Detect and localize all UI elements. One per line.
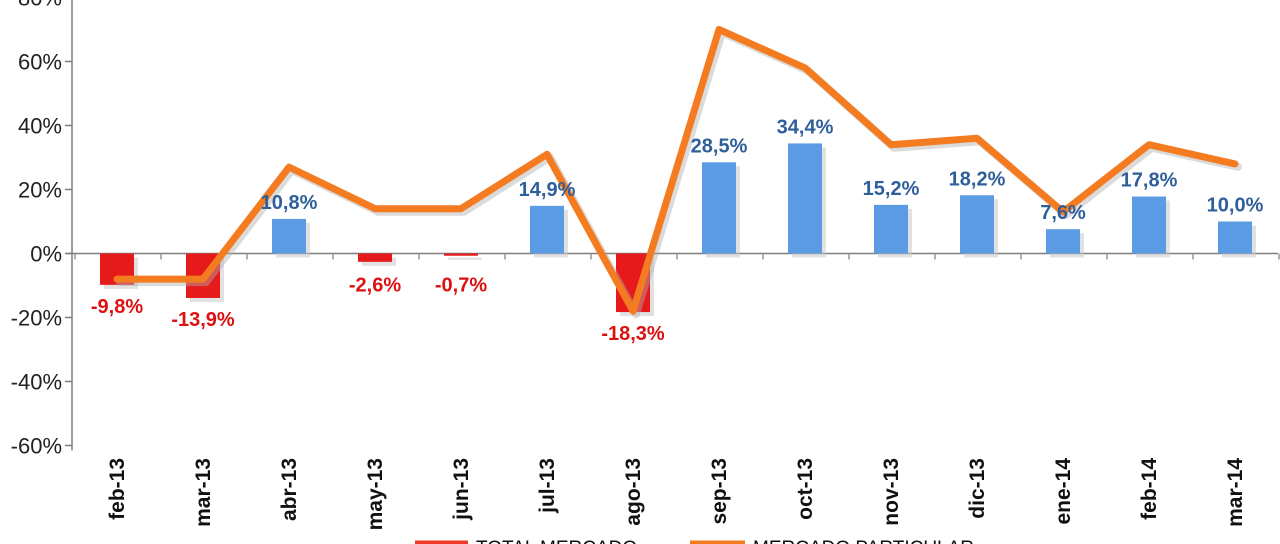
y-tick-label: -40%: [11, 370, 62, 395]
data-label-ago-13: -18,3%: [601, 323, 665, 345]
data-label-jun-13: -0,7%: [435, 275, 487, 297]
bar-mar-14: [1218, 221, 1252, 254]
bar-jun-13: [444, 253, 478, 256]
bar-shadow: [448, 257, 482, 260]
line-mercado-particular: [113, 26, 1239, 315]
x-axis-ticks: feb-13 mar-13 abr-13 may-13 jun-13 jul-13 ago-…: [106, 458, 1247, 531]
bar-nov-13: [874, 204, 908, 254]
data-label-jul-13: 14,9%: [519, 179, 576, 201]
data-label-nov-13: 15,2%: [863, 178, 920, 200]
data-label-feb-14: 17,8%: [1121, 170, 1178, 192]
x-tick-label: dic-13: [966, 458, 989, 519]
x-tick-label: jun-13: [450, 458, 473, 521]
x-tick-label: ago-13: [622, 458, 645, 526]
bar-sep-13: [702, 162, 736, 254]
x-tick-label: sep-13: [708, 458, 731, 525]
legend-label-particular: MERCADO PARTICULAR: [753, 538, 974, 544]
x-tick-label: jul-13: [536, 458, 559, 514]
data-label-dic-13: 18,2%: [949, 168, 1006, 190]
x-tick-label: abr-13: [278, 458, 301, 521]
data-label-abr-13: 10,8%: [261, 192, 318, 214]
y-tick-label: 80%: [18, 0, 62, 11]
x-tick-label: nov-13: [880, 458, 903, 526]
bar-dic-13: [960, 195, 994, 254]
y-tick-label: 20%: [18, 178, 62, 203]
bar-may-13: [358, 253, 392, 262]
legend-label-total: TOTAL MERCADO: [476, 538, 637, 544]
x-tick-label: mar-13: [192, 458, 215, 527]
x-tick-label: oct-13: [794, 458, 817, 520]
data-label-sep-13: 28,5%: [691, 135, 748, 157]
bar-ene-14: [1046, 229, 1080, 254]
data-label-mar-14: 10,0%: [1207, 195, 1264, 217]
bar-jul-13: [530, 205, 564, 254]
bar-feb-14: [1132, 196, 1166, 254]
y-tick-label: 40%: [18, 114, 62, 139]
x-tick-label: mar-14: [1224, 458, 1247, 527]
axes: 80% 60% 40% 20% 0% -20% -40% -60%: [11, 0, 1280, 459]
data-label-oct-13: 34,4%: [777, 116, 834, 138]
bars: [100, 143, 1256, 317]
data-label-feb-13: -9,8%: [91, 296, 143, 318]
x-tick-label: feb-13: [106, 458, 129, 520]
data-label-may-13: -2,6%: [349, 275, 401, 297]
line-series: [113, 26, 1242, 319]
y-tick-label: -60%: [11, 434, 62, 459]
legend: TOTAL MERCADO MERCADO PARTICULAR: [415, 538, 974, 544]
x-tick-label: ene-14: [1052, 458, 1075, 525]
x-tick-label: may-13: [364, 458, 387, 530]
bar-abr-13: [272, 218, 306, 254]
y-tick-label: -20%: [11, 306, 62, 331]
y-tick-label: 0%: [30, 242, 62, 267]
y-tick-label: 60%: [18, 50, 62, 75]
data-label-ene-14: 7,6%: [1040, 202, 1086, 224]
x-tick-label: feb-14: [1138, 458, 1161, 520]
data-labels: -9,8% -13,9% 10,8% -2,6% -0,7% 14,9% -18,3% 28,…: [91, 116, 1264, 345]
data-label-mar-13: -13,9%: [171, 309, 235, 331]
bar-oct-13: [788, 143, 822, 254]
